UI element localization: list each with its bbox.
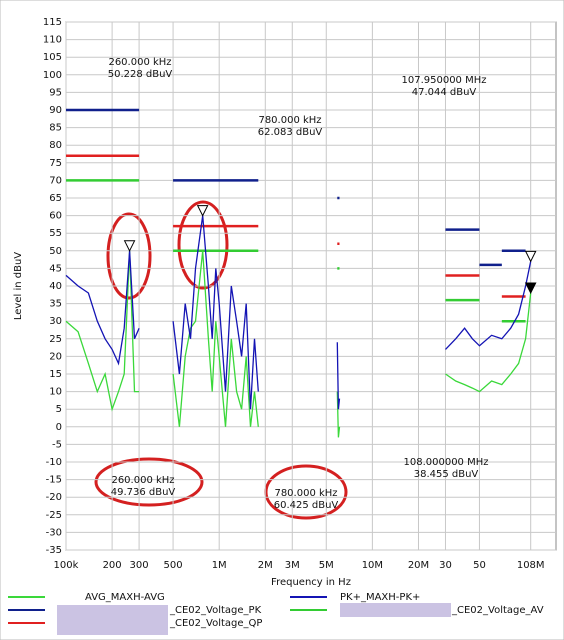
y-tick-label: 115 bbox=[43, 17, 62, 28]
annotation: 47.044 dBuV bbox=[412, 87, 477, 98]
y-tick-label: 15 bbox=[49, 369, 62, 380]
x-tick-label: 3M bbox=[285, 560, 300, 571]
y-tick-label: 25 bbox=[49, 334, 62, 345]
x-tick-label: 30 bbox=[439, 560, 452, 571]
x-tick-label: 10M bbox=[362, 560, 383, 571]
x-tick-label: 300 bbox=[130, 560, 149, 571]
y-tick-label: -10 bbox=[46, 457, 62, 468]
y-tick-label: -15 bbox=[46, 475, 62, 486]
x-tick-label: 1M bbox=[212, 560, 227, 571]
y-tick-label: 80 bbox=[49, 140, 62, 151]
y-tick-label: 30 bbox=[49, 316, 62, 327]
legend-label: AVG_MAXH-AVG bbox=[85, 592, 165, 603]
highlight bbox=[177, 200, 229, 290]
x-axis-label: Frequency in Hz bbox=[271, 577, 351, 588]
annotation: 780.000 kHz bbox=[258, 115, 321, 126]
annotation: 260.000 kHz bbox=[111, 475, 174, 486]
x-tick-label: 20M bbox=[408, 560, 429, 571]
y-tick-label: -30 bbox=[46, 527, 62, 538]
y-tick-label: 55 bbox=[49, 228, 62, 239]
marker bbox=[196, 205, 209, 217]
y-tick-label: 50 bbox=[49, 246, 62, 257]
y-tick-label: 5 bbox=[56, 404, 62, 415]
y-tick-label: 75 bbox=[49, 158, 62, 169]
legend-label: _CE02_Voltage_QP bbox=[169, 618, 262, 629]
y-tick-label: 0 bbox=[56, 422, 62, 433]
y-tick-label: 95 bbox=[49, 87, 62, 98]
y-tick-label: 20 bbox=[49, 351, 62, 362]
legend-label: _CE02_Voltage_AV bbox=[451, 605, 544, 616]
y-tick-label: -5 bbox=[52, 439, 62, 450]
annotation: 38.455 dBuV bbox=[414, 469, 479, 480]
marker bbox=[524, 250, 537, 263]
redacted-block bbox=[340, 603, 451, 617]
y-tick-label: 40 bbox=[49, 281, 62, 292]
highlight bbox=[106, 212, 152, 300]
legend-label: _CE02_Voltage_PK bbox=[169, 605, 262, 616]
y-tick-label: 65 bbox=[49, 193, 62, 204]
y-tick-label: 10 bbox=[49, 387, 62, 398]
x-tick-label: 50 bbox=[473, 560, 486, 571]
legend-label: PK+_MAXH-PK+ bbox=[340, 592, 420, 603]
y-tick-label: -25 bbox=[46, 510, 62, 521]
annotation: 108.000000 MHz bbox=[403, 457, 488, 468]
y-tick-label: 90 bbox=[49, 105, 62, 116]
annotation: 260.000 kHz bbox=[108, 57, 171, 68]
y-tick-label: 85 bbox=[49, 123, 62, 134]
y-tick-label: 105 bbox=[43, 52, 62, 63]
trace bbox=[65, 250, 532, 438]
trace bbox=[65, 215, 532, 410]
y-tick-label: 45 bbox=[49, 263, 62, 274]
x-tick-label: 200 bbox=[103, 560, 122, 571]
marker bbox=[524, 282, 537, 295]
x-tick-label: 108M bbox=[517, 560, 545, 571]
y-tick-label: 70 bbox=[49, 175, 62, 186]
highlight bbox=[264, 464, 348, 520]
y-tick-label: 100 bbox=[43, 70, 62, 81]
annotation: 62.083 dBuV bbox=[258, 127, 323, 138]
marker bbox=[123, 240, 136, 252]
y-tick-label: -20 bbox=[46, 492, 62, 503]
annotation: 49.736 dBuV bbox=[111, 487, 176, 498]
x-tick-label: 500 bbox=[164, 560, 183, 571]
annotation: 107.950000 MHz bbox=[401, 75, 486, 86]
y-tick-label: 110 bbox=[43, 35, 62, 46]
y-tick-label: 35 bbox=[49, 299, 62, 310]
redacted-block bbox=[57, 605, 168, 635]
x-tick-label: 100k bbox=[54, 560, 79, 571]
annotation: 780.000 kHz bbox=[274, 488, 337, 499]
y-tick-label: 60 bbox=[49, 211, 62, 222]
x-tick-label: 5M bbox=[319, 560, 334, 571]
annotation: 60.425 dBuV bbox=[274, 500, 339, 511]
x-tick-label: 2M bbox=[258, 560, 273, 571]
annotation: 50.228 dBuV bbox=[108, 69, 173, 80]
y-axis-label: Level in dBuV bbox=[13, 252, 24, 320]
highlight bbox=[94, 457, 204, 507]
y-tick-label: -35 bbox=[46, 545, 62, 556]
